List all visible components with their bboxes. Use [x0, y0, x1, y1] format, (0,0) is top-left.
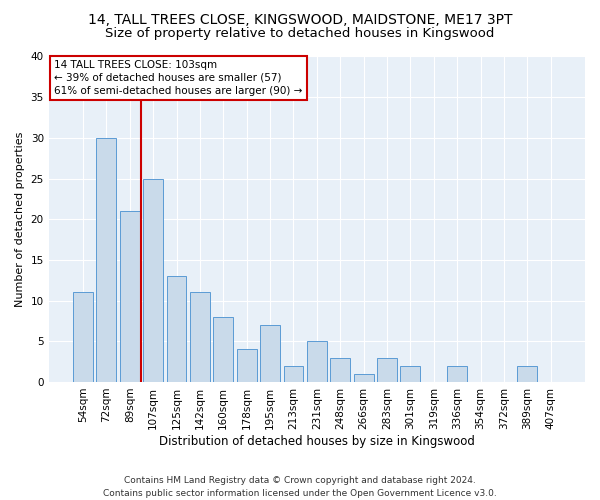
Bar: [97, 138, 116, 382]
Bar: [400, 366, 421, 382]
Text: 14, TALL TREES CLOSE, KINGSWOOD, MAIDSTONE, ME17 3PT: 14, TALL TREES CLOSE, KINGSWOOD, MAIDSTO…: [88, 12, 512, 26]
Text: 14 TALL TREES CLOSE: 103sqm
← 39% of detached houses are smaller (57)
61% of sem: 14 TALL TREES CLOSE: 103sqm ← 39% of det…: [54, 60, 302, 96]
Bar: [167, 276, 187, 382]
Bar: [284, 366, 304, 382]
Bar: [260, 325, 280, 382]
Bar: [353, 374, 374, 382]
Y-axis label: Number of detached properties: Number of detached properties: [15, 132, 25, 307]
Bar: [190, 292, 210, 382]
Bar: [330, 358, 350, 382]
Bar: [377, 358, 397, 382]
Bar: [214, 317, 233, 382]
Bar: [237, 350, 257, 382]
Bar: [307, 342, 327, 382]
Bar: [517, 366, 537, 382]
Text: Contains HM Land Registry data © Crown copyright and database right 2024.
Contai: Contains HM Land Registry data © Crown c…: [103, 476, 497, 498]
Bar: [120, 211, 140, 382]
X-axis label: Distribution of detached houses by size in Kingswood: Distribution of detached houses by size …: [159, 434, 475, 448]
Text: Size of property relative to detached houses in Kingswood: Size of property relative to detached ho…: [106, 28, 494, 40]
Bar: [73, 292, 93, 382]
Bar: [143, 178, 163, 382]
Bar: [447, 366, 467, 382]
